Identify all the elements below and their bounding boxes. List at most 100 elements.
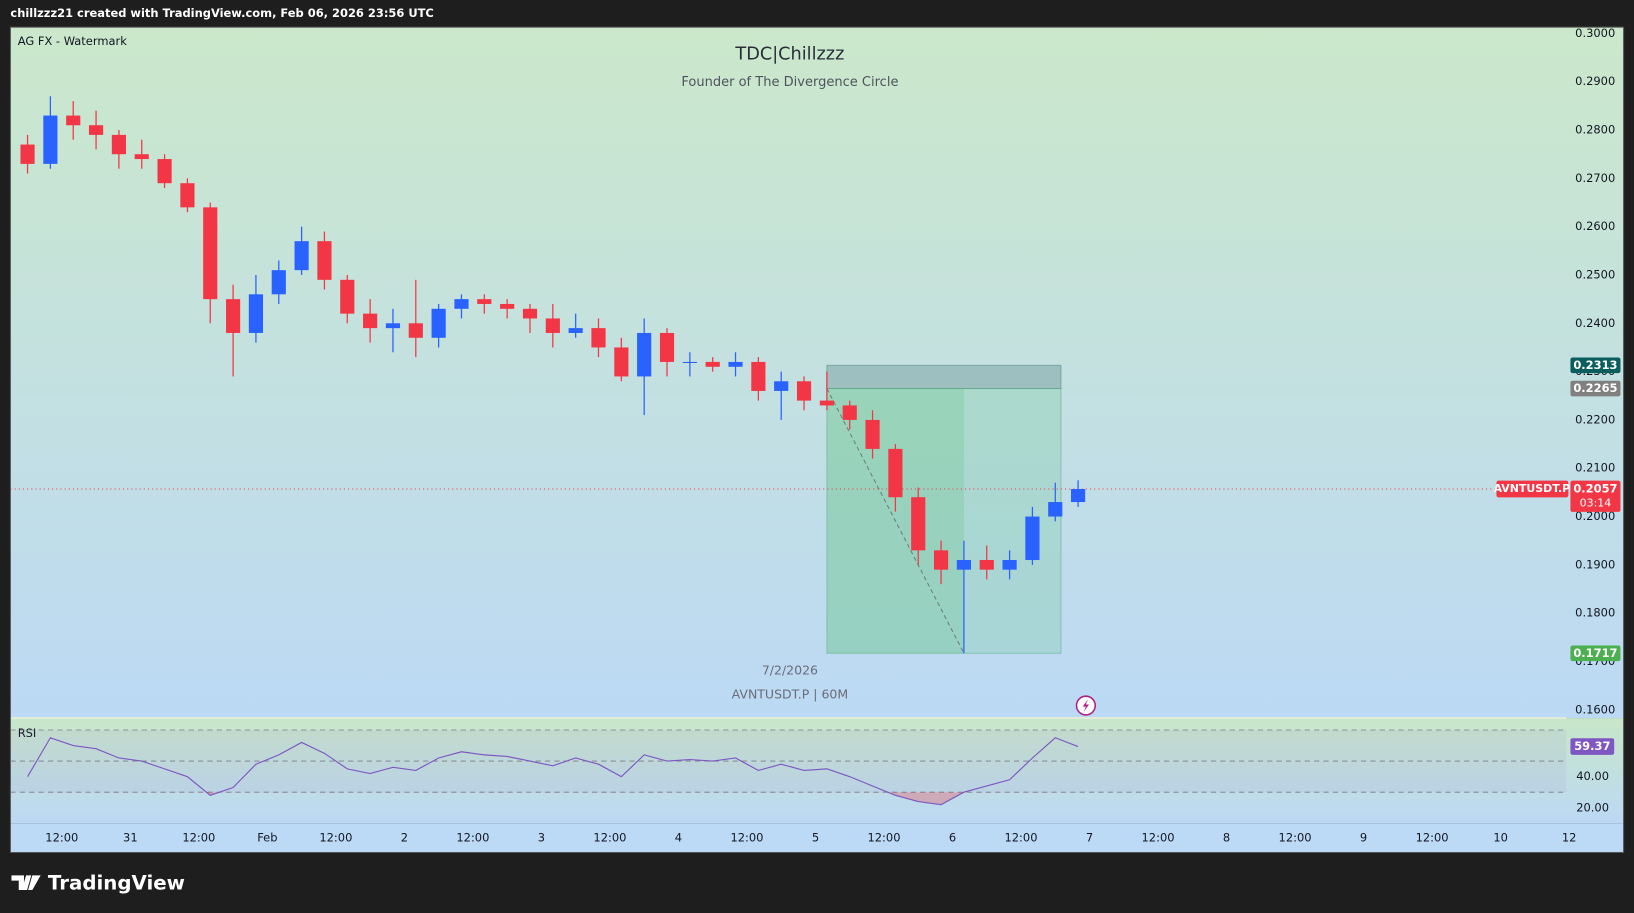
rsi-tag: 59.37 [1574, 739, 1610, 753]
x-tick-label: 8 [1223, 830, 1230, 844]
candle-body [842, 405, 857, 420]
candle-body [659, 332, 675, 362]
x-tick-label: 9 [1360, 830, 1367, 844]
candle-body [500, 303, 515, 309]
candle-body [1025, 516, 1040, 561]
x-tick-label: 12:00 [1004, 830, 1037, 844]
x-tick-label: 12:00 [319, 830, 352, 844]
y-tick-label: 0.3000 [1575, 26, 1615, 40]
candle-body [819, 400, 834, 406]
candle-body [682, 361, 697, 363]
candle-body [454, 299, 469, 309]
candle-body [705, 361, 720, 367]
x-tick-label: 7 [1086, 830, 1093, 844]
y-tick-label: 0.2500 [1575, 267, 1615, 281]
x-tick-label: 12:00 [1416, 830, 1449, 844]
candle-body [66, 115, 81, 126]
entry-tag: 0.2265 [1573, 381, 1617, 395]
x-tick-label: 5 [812, 830, 819, 844]
candle-body [363, 313, 378, 329]
candle-body [340, 279, 355, 314]
brand-logo[interactable]: TradingView [11, 871, 185, 894]
last-price-tag: 0.2057 [1573, 482, 1617, 496]
candle-body [477, 299, 492, 304]
candle-body [1002, 560, 1017, 570]
candle-body [774, 381, 789, 391]
x-tick-label: 31 [123, 830, 138, 844]
candle-body [522, 308, 538, 319]
y-tick-label: 0.1800 [1575, 606, 1615, 620]
candle-body [111, 134, 126, 155]
candle-body [203, 207, 218, 300]
x-tick-label: 12:00 [867, 830, 900, 844]
y-tick-label: 0.2900 [1575, 74, 1615, 88]
stop-tag-bg [1570, 357, 1621, 374]
rsi-pane [10, 718, 1624, 824]
candle-body [888, 448, 903, 498]
candle-body [43, 115, 58, 164]
rsi-tick-label: 40.00 [1576, 769, 1609, 783]
watermark: AG FX - Watermark [18, 34, 128, 48]
header: chillzzz21 created with TradingView.com,… [10, 6, 433, 20]
candle-body [1048, 502, 1063, 517]
last-price-tag-bg [1570, 480, 1621, 512]
candle-body [751, 361, 766, 391]
y-tick-label: 0.2000 [1575, 509, 1615, 523]
x-tick-label: 12:00 [1142, 830, 1175, 844]
candle-body [317, 241, 332, 280]
main-pane [10, 27, 1624, 719]
y-tick-label: 0.2800 [1575, 123, 1615, 137]
candle-body [956, 560, 971, 570]
date-label: 7/2/2026 [762, 663, 818, 678]
candle-body [933, 550, 949, 570]
candle-body [294, 241, 309, 271]
y-tick-label: 0.2100 [1575, 461, 1615, 475]
y-tick-label: 0.1900 [1575, 557, 1615, 571]
stop-tag: 0.2313 [1573, 358, 1617, 372]
frame [9, 26, 1625, 854]
target-tag: 0.1717 [1573, 646, 1617, 660]
chart-subtitle: Founder of The Divergence Circle [681, 75, 898, 90]
symbol-label: AVNTUSDT.P | 60M [732, 687, 849, 702]
symbol-tag: AVNTUSDT.P [1494, 482, 1571, 495]
x-tick-label: 12:00 [456, 830, 489, 844]
target-tag-bg [1570, 645, 1621, 662]
candle-body [180, 183, 195, 208]
x-tick-label: 12:00 [1279, 830, 1312, 844]
candle-body [1071, 489, 1086, 503]
candle-body [134, 154, 149, 160]
candle-body [865, 419, 880, 449]
rsi-line [27, 737, 1079, 806]
x-tick-label: 12 [1562, 830, 1577, 844]
x-tick-label: 12:00 [730, 830, 763, 844]
y-tick-label: 0.2600 [1575, 219, 1615, 233]
candle-body [408, 323, 423, 338]
rsi-tag-bg [1570, 738, 1615, 755]
x-tick-label: 10 [1493, 830, 1508, 844]
alert-icon[interactable] [1075, 695, 1097, 716]
candle-body [385, 323, 401, 329]
candle-body [568, 328, 583, 333]
candle-body [88, 125, 104, 135]
trade-path [826, 388, 965, 654]
candle-body [614, 347, 629, 377]
candle-body [431, 308, 446, 338]
countdown: 03:14 [1580, 497, 1612, 510]
candle-body [157, 159, 172, 184]
candle-body [226, 299, 241, 333]
y-tick-label: 0.1600 [1575, 702, 1615, 716]
candle-body [271, 270, 286, 295]
symbol-tag-bg [1496, 480, 1569, 498]
x-tick-label: 12:00 [182, 830, 215, 844]
time-axis [10, 823, 1624, 853]
candle-body [911, 497, 926, 551]
candle-body [728, 361, 743, 367]
candle-body [979, 560, 994, 570]
candle-body [20, 144, 35, 164]
y-tick-label: 0.2700 [1575, 171, 1615, 185]
y-tick-label: 0.2400 [1575, 316, 1615, 330]
x-tick-label: 2 [401, 830, 408, 844]
x-tick-label: 12:00 [45, 830, 78, 844]
